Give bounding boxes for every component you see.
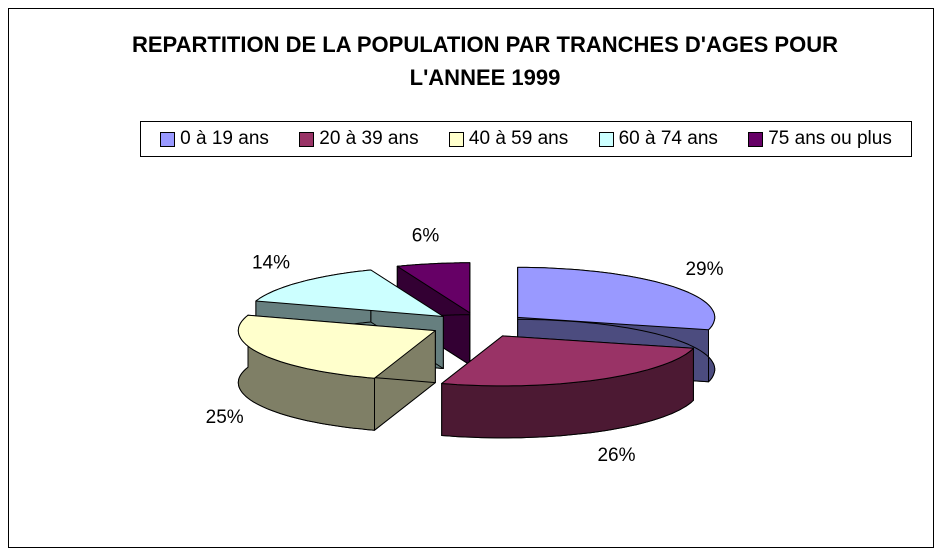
legend-item: 40 à 59 ans [448, 128, 569, 150]
page: REPARTITION DE LA POPULATION PAR TRANCHE… [8, 8, 934, 548]
pie-chart: 29% 26% 25% 14% 6% [206, 226, 724, 466]
legend: 0 à 19 ans 20 à 39 ans 40 à 59 ans 60 à 74 … [140, 121, 912, 157]
legend-item: 75 ans ou plus [748, 128, 892, 150]
legend-swatch [299, 131, 315, 147]
chart-title: REPARTITION DE LA POPULATION PAR TRANCHE… [132, 32, 838, 90]
data-label: 29% [685, 259, 723, 280]
data-label: 6% [412, 226, 440, 247]
legend-label: 60 à 74 ans [618, 128, 718, 149]
slice [237, 314, 436, 431]
legend-item: 0 à 19 ans [160, 128, 269, 150]
data-label: 25% [206, 407, 244, 428]
slice [441, 335, 694, 439]
legend-label: 75 ans ou plus [768, 128, 892, 149]
data-label: 14% [252, 252, 290, 273]
legend-item: 60 à 74 ans [598, 128, 718, 150]
legend-item: 20 à 39 ans [299, 128, 419, 150]
slice-top [237, 314, 436, 379]
slice-top [255, 269, 444, 317]
legend-swatch [448, 131, 464, 147]
slice-top [517, 266, 716, 331]
legend-swatch [160, 131, 176, 147]
legend-swatch [748, 131, 764, 147]
legend-label: 40 à 59 ans [468, 128, 569, 149]
slice-top [396, 262, 471, 314]
data-label: 26% [597, 445, 635, 466]
legend-label: 20 à 39 ans [319, 128, 419, 149]
legend-swatch [598, 131, 614, 147]
slice-top [441, 335, 694, 387]
legend-label: 0 à 19 ans [180, 128, 269, 149]
